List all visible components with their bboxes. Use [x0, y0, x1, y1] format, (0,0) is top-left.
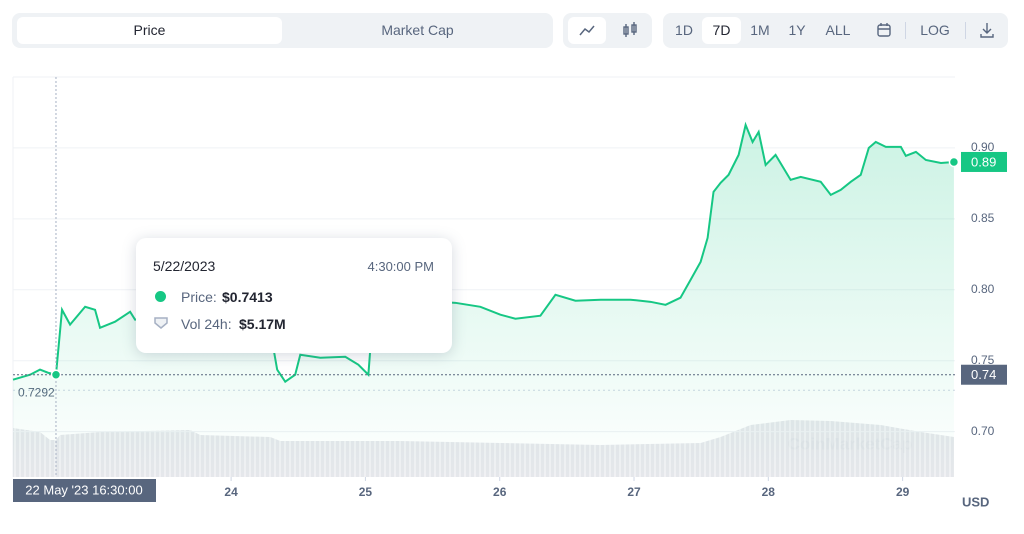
hover-x-badge	[13, 479, 156, 502]
tab-bar: Price Market Cap	[12, 13, 553, 48]
last-point	[948, 156, 960, 168]
y-tick-label: 0.70	[971, 424, 995, 438]
x-tick-label: 26	[493, 485, 507, 499]
y-unit: USD	[962, 494, 989, 509]
range-button[interactable]: 1M	[750, 22, 770, 38]
line-chart-button[interactable]	[568, 17, 606, 44]
chart-type-bar	[563, 13, 652, 48]
range-button[interactable]: 1D	[675, 22, 693, 38]
log-button[interactable]: LOG	[920, 22, 950, 38]
price-line	[12, 121, 955, 384]
hover-x-label: 22 May '23 16:30:00	[25, 482, 142, 497]
tooltip-value: $0.7413	[222, 289, 273, 305]
tooltip-time: 4:30:00 PM	[367, 259, 435, 274]
y-tick-label: 0.75	[971, 353, 995, 367]
calendar-button[interactable]	[870, 17, 898, 44]
x-tick-label: 24	[224, 485, 238, 499]
tooltip-date: 5/22/2023	[153, 258, 216, 274]
y-tick-label: 0.85	[971, 211, 995, 225]
download-button[interactable]	[973, 17, 1001, 44]
tooltip-label: Vol 24h:	[181, 316, 232, 332]
x-tick-label: 28	[762, 485, 776, 499]
x-tick-label: 27	[627, 485, 641, 499]
x-tick-label: 29	[896, 485, 910, 499]
tab[interactable]: Market Cap	[381, 22, 454, 38]
last-price-label: 0.89	[971, 154, 996, 169]
range-button[interactable]: 1Y	[788, 22, 806, 38]
hover-price-label: 0.74	[971, 367, 996, 382]
hover-price-badge	[961, 364, 1007, 385]
candle-chart-button[interactable]	[611, 17, 649, 44]
hover-point	[50, 369, 62, 380]
divider	[905, 22, 906, 39]
y-tick-label: 0.90	[971, 140, 995, 154]
tooltip-label: Price:	[181, 289, 217, 305]
range-button[interactable]: ALL	[825, 22, 851, 38]
tooltip: 5/22/2023 4:30:00 PM Price: $0.7413 Vol …	[136, 238, 452, 353]
tooltip-value: $5.17M	[239, 316, 286, 332]
last-price-badge	[961, 151, 1007, 172]
y-tick-label: 0.80	[971, 282, 995, 296]
x-tick-label: 25	[359, 485, 373, 499]
price-dot	[155, 291, 166, 302]
volume-icon	[153, 316, 169, 333]
tab[interactable]: Price	[17, 17, 282, 44]
range-button[interactable]: 7D	[702, 17, 741, 44]
divider	[965, 22, 966, 39]
price-area	[13, 124, 954, 477]
range-bar: 1D 7D 1M 1Y ALL LOG	[663, 13, 1008, 48]
